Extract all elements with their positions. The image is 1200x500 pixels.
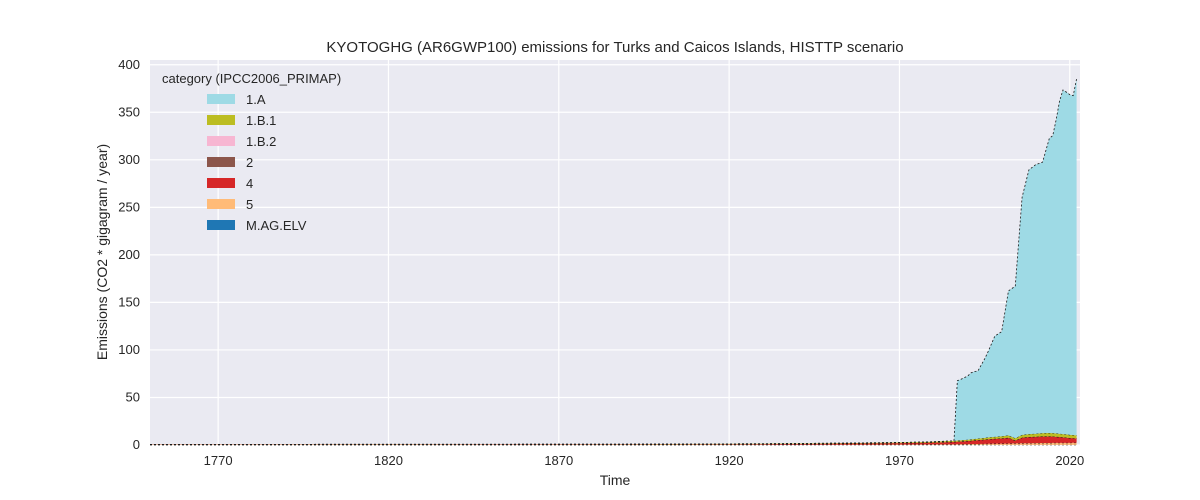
legend-label: 5 <box>246 197 253 212</box>
legend-swatch <box>207 220 235 230</box>
legend-swatch <box>207 94 235 104</box>
chart-title: KYOTOGHG (AR6GWP100) emissions for Turks… <box>326 39 903 56</box>
legend: category (IPCC2006_PRIMAP) 1.A 1.B.1 1.B.2… <box>162 71 341 233</box>
y-tick-label: 300 <box>118 152 140 167</box>
y-tick-label: 100 <box>118 342 140 357</box>
legend-label: 1.A <box>246 92 266 107</box>
legend-swatch <box>207 199 235 209</box>
area-1-a <box>150 78 1077 445</box>
legend-label: 4 <box>246 176 253 191</box>
legend-label: 1.B.1 <box>246 113 276 128</box>
x-tick-label: 1820 <box>374 453 403 468</box>
y-tick-label: 150 <box>118 294 140 309</box>
legend-swatch <box>207 136 235 146</box>
legend-title: category (IPCC2006_PRIMAP) <box>162 71 341 86</box>
y-axis-label: Emissions (CO2 * gigagram / year) <box>94 144 110 360</box>
y-tick-label: 0 <box>133 437 140 452</box>
x-tick-label: 1770 <box>204 453 233 468</box>
x-tick-label: 1870 <box>544 453 573 468</box>
legend-swatch <box>207 157 235 167</box>
x-tick-label: 1920 <box>715 453 744 468</box>
legend-swatch <box>207 115 235 125</box>
legend-label: 2 <box>246 155 253 170</box>
legend-label: M.AG.ELV <box>246 218 307 233</box>
series-edge-1-b-1 <box>149 432 1077 445</box>
y-tick-label: 250 <box>118 199 140 214</box>
legend-swatch <box>207 178 235 188</box>
y-tick-label: 200 <box>118 247 140 262</box>
plot-background <box>150 60 1080 445</box>
y-tick-label: 400 <box>118 57 140 72</box>
area-5 <box>150 442 1077 445</box>
series-edge-1-a <box>149 78 1077 445</box>
x-axis-ticks: 1770 1820 1870 1920 1970 2020 <box>204 453 1085 468</box>
legend-label: 1.B.2 <box>246 134 276 149</box>
x-axis-label: Time <box>600 472 631 488</box>
x-tick-label: 1970 <box>885 453 914 468</box>
x-tick-label: 2020 <box>1055 453 1084 468</box>
y-tick-label: 50 <box>126 389 140 404</box>
y-axis-ticks: 0 50 100 150 200 250 300 350 400 <box>118 57 140 452</box>
stacked-areas <box>149 78 1077 446</box>
y-tick-label: 350 <box>118 104 140 119</box>
